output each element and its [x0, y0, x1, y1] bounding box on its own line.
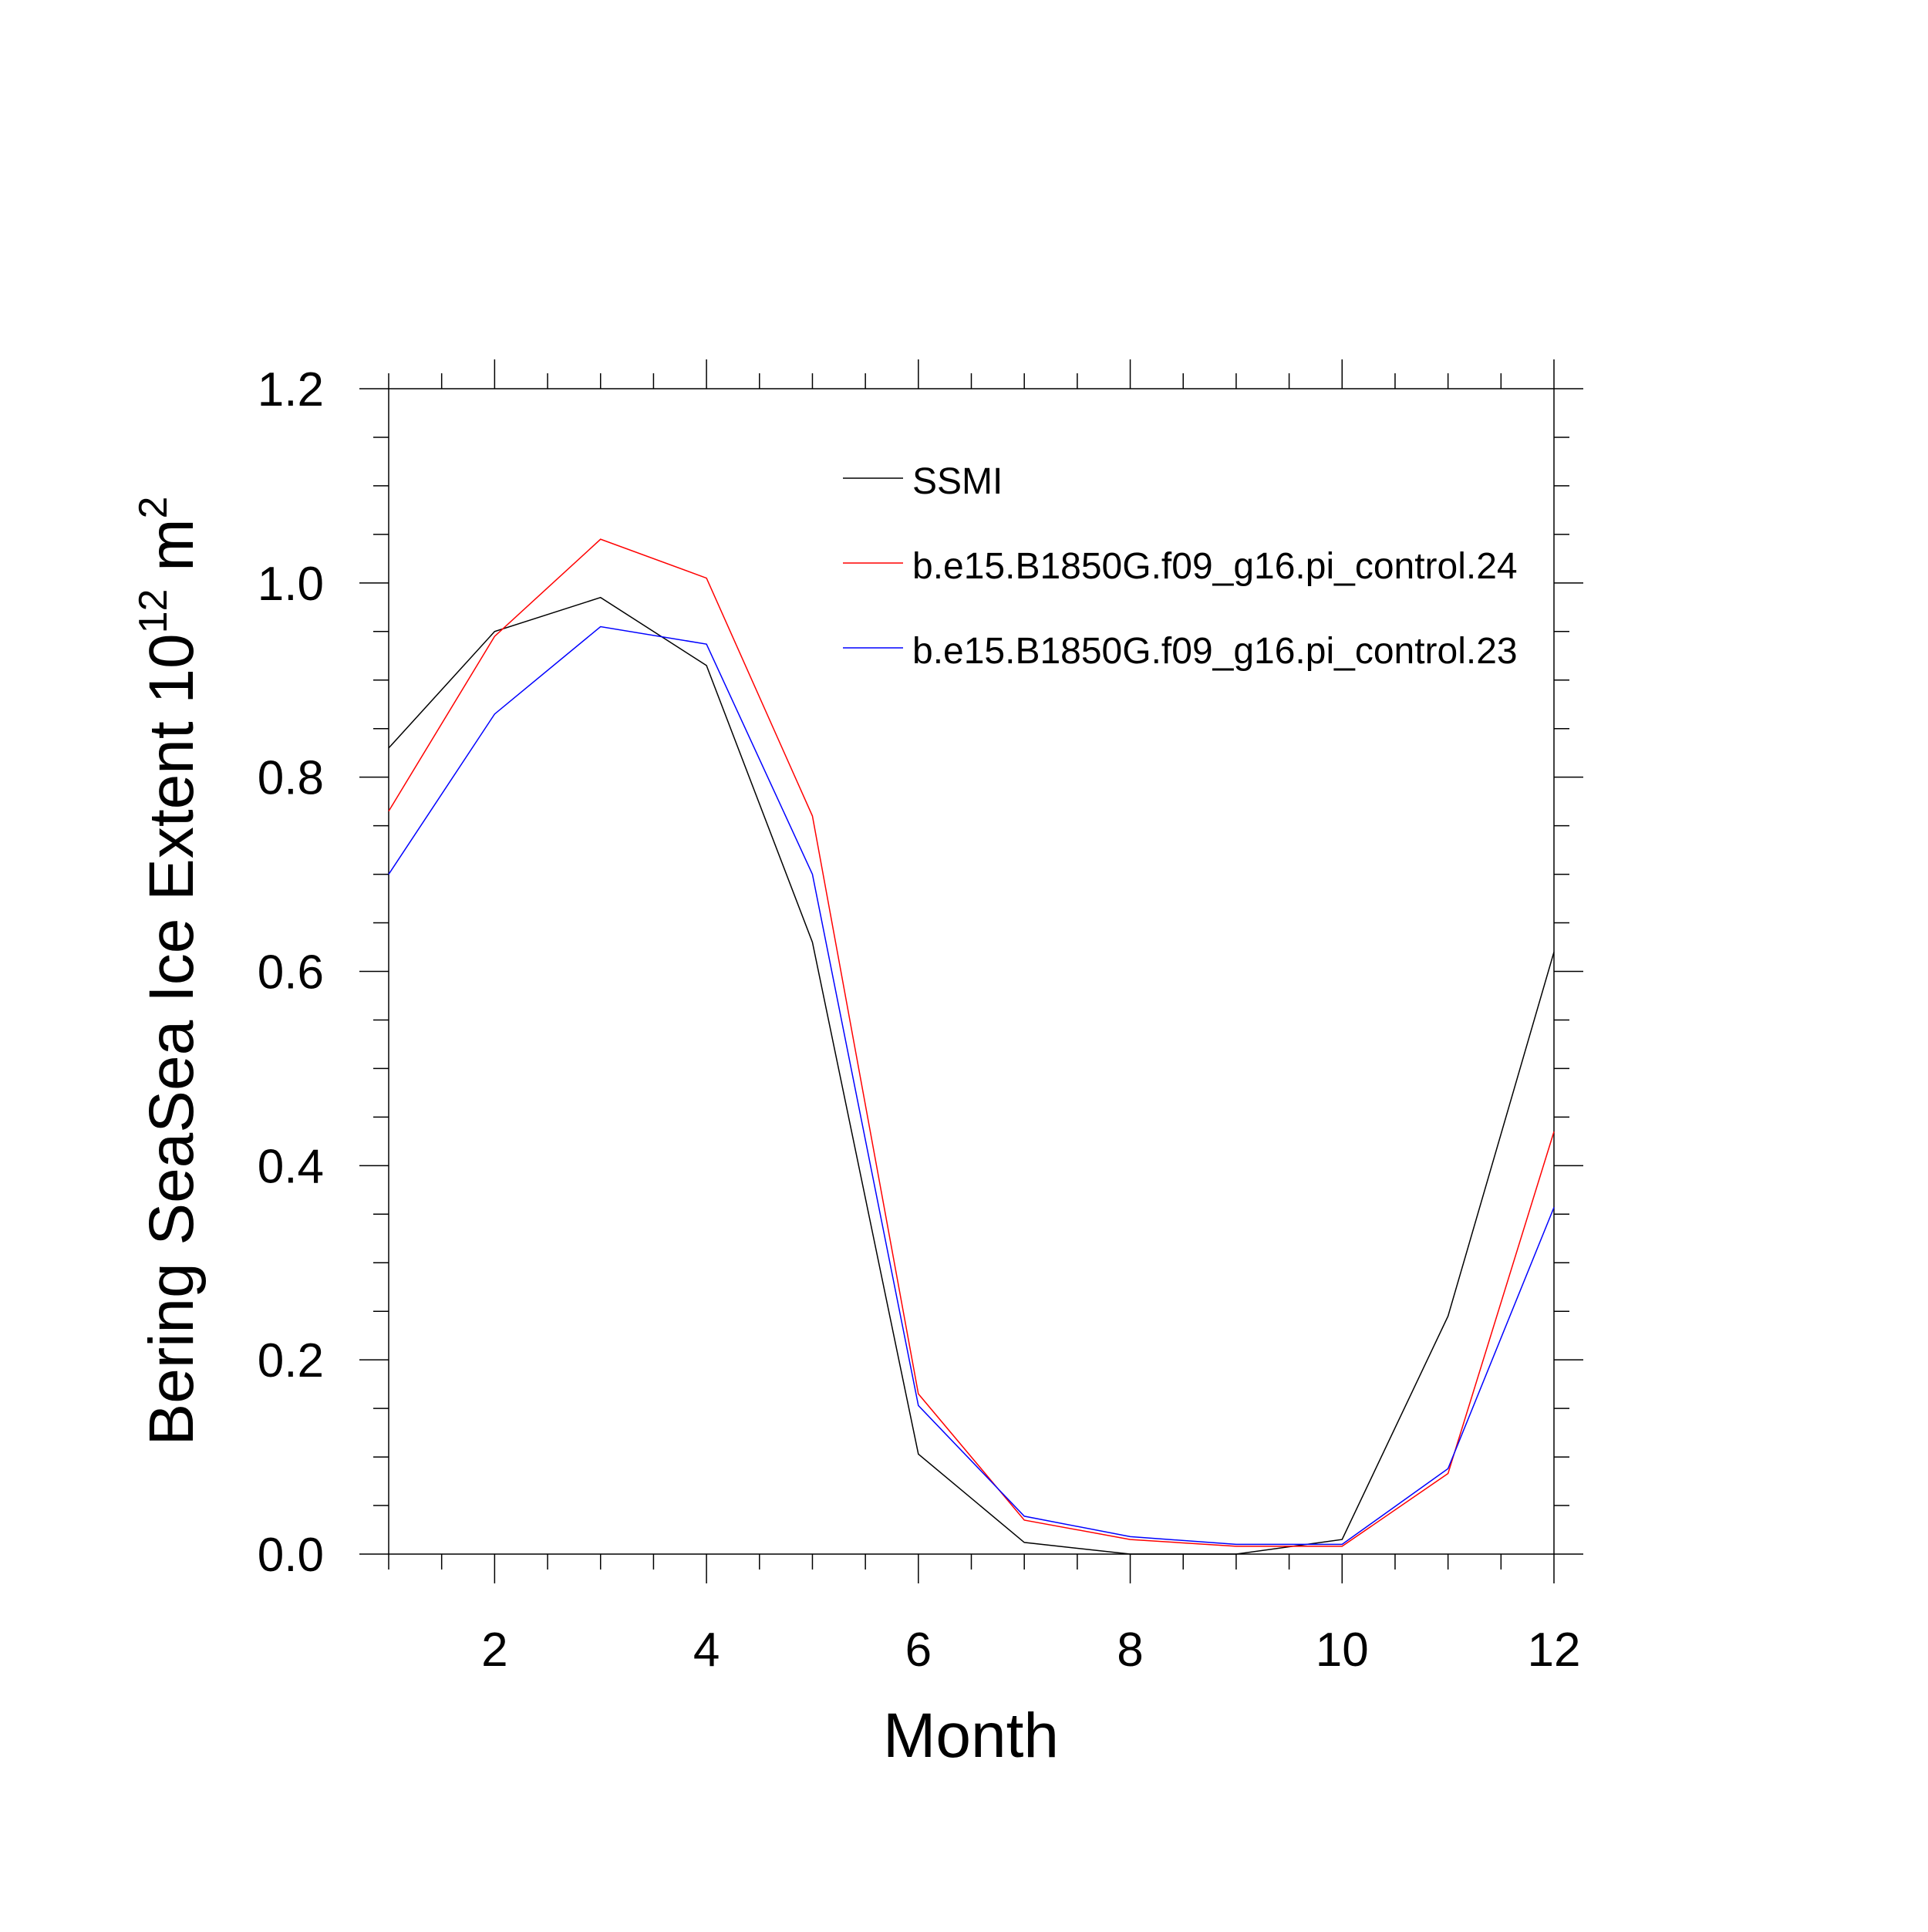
y-tick-label: 1.0 [258, 558, 324, 611]
x-tick-label: 6 [905, 1623, 932, 1677]
legend-label: SSMI [912, 461, 1003, 502]
x-tick-label: 2 [481, 1623, 507, 1677]
x-tick-label: 8 [1117, 1623, 1143, 1677]
x-tick-label: 10 [1316, 1623, 1369, 1677]
series-line-2 [389, 539, 1554, 1546]
y-axis-label-unit: m [137, 518, 207, 588]
y-axis-label: Bering SeaSea Ice Extent 1012 m2 [131, 497, 207, 1446]
y-tick-label: 1.2 [258, 363, 324, 416]
y-axis-label-base: Bering SeaSea Ice Extent 10 [137, 633, 207, 1445]
series-line-1 [389, 598, 1554, 1554]
x-tick-label: 12 [1528, 1623, 1581, 1677]
legend-label: b.e15.B1850G.f09_g16.pi_control.24 [912, 546, 1518, 587]
series-lines [389, 539, 1554, 1554]
y-tick-label: 0.2 [258, 1334, 324, 1387]
series-line-3 [389, 626, 1554, 1544]
x-tick-label: 4 [693, 1623, 720, 1677]
legend-label: b.e15.B1850G.f09_g16.pi_control.23 [912, 631, 1518, 672]
y-tick-label: 0.4 [258, 1140, 324, 1193]
legend: SSMI b.e15.B1850G.f09_g16.pi_control.24 b.… [843, 461, 1518, 672]
y-tick-label: 0.0 [258, 1529, 324, 1582]
y-axis-label-exponent-1: 12 [131, 589, 176, 634]
axis-ticks [359, 359, 1583, 1583]
y-tick-label: 0.6 [258, 946, 324, 1000]
y-tick-label: 0.8 [258, 752, 324, 805]
x-axis-label: Month [883, 1701, 1059, 1771]
y-axis-label-exponent-2: 2 [131, 497, 176, 519]
